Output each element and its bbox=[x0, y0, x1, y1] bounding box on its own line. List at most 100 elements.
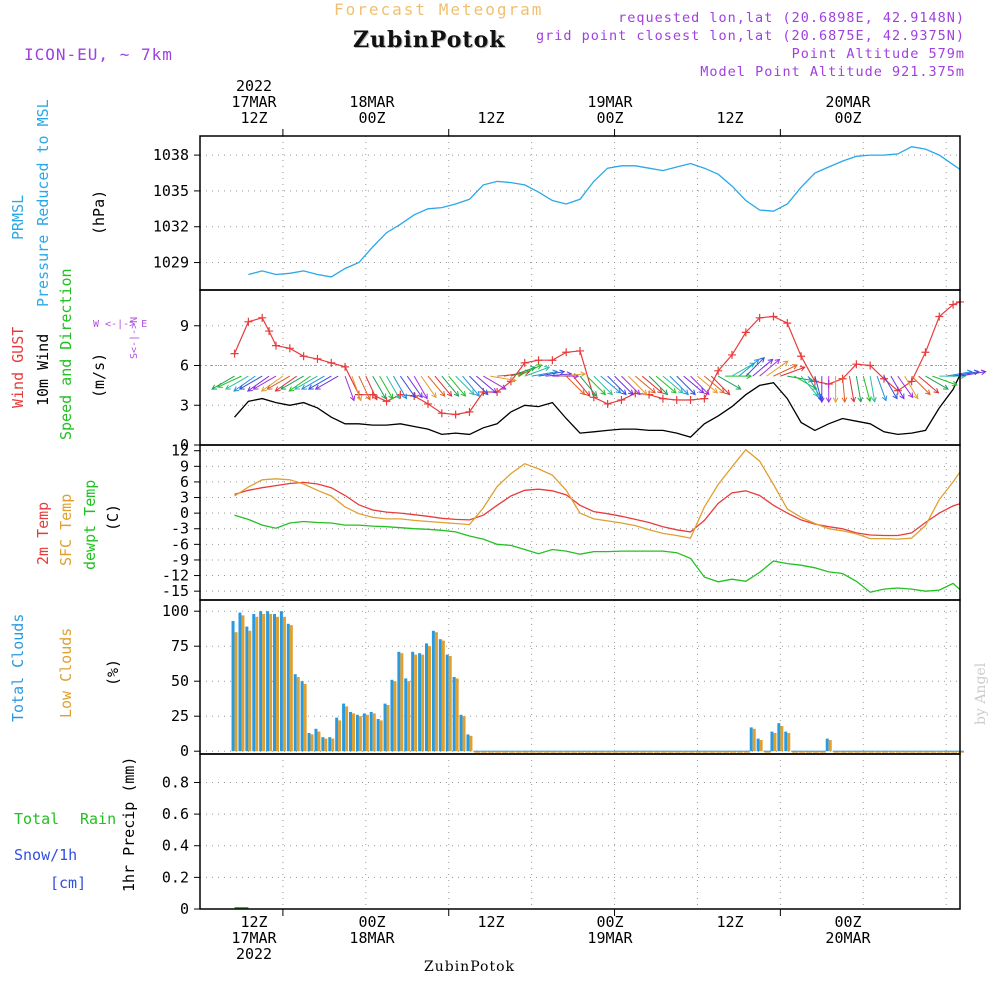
wind-arrow bbox=[897, 375, 914, 398]
low-cloud-bar bbox=[269, 614, 273, 752]
total-cloud-bar bbox=[383, 703, 387, 752]
wind-arrow bbox=[427, 375, 446, 397]
wind-arrow bbox=[315, 375, 339, 390]
wind-arrow bbox=[904, 375, 919, 399]
low-cloud-bar bbox=[787, 733, 791, 752]
wind-arrow-head bbox=[381, 393, 387, 400]
wind-arrow bbox=[448, 375, 466, 397]
wind-arrow bbox=[731, 362, 755, 377]
wind-arrow bbox=[918, 375, 939, 394]
wind-arrow-head bbox=[951, 380, 958, 387]
low-cloud-bar bbox=[407, 681, 411, 752]
wind-arrow-head bbox=[431, 392, 437, 399]
wind-arrow-head bbox=[662, 389, 669, 396]
low-cloud-bar bbox=[434, 632, 438, 752]
total-cloud-bar bbox=[756, 738, 760, 752]
wind-arrow bbox=[247, 375, 270, 392]
wind-arrow-head bbox=[422, 393, 428, 400]
wind-arrow bbox=[683, 375, 704, 394]
gust-marker bbox=[866, 361, 875, 370]
wind-arrow-head bbox=[871, 396, 877, 403]
precip-axis-tick-label: 0.6 bbox=[162, 805, 189, 823]
wind-arrow bbox=[399, 375, 416, 398]
low-cloud-bar bbox=[331, 738, 335, 752]
sfc-temp-line bbox=[234, 448, 961, 540]
gust-marker bbox=[797, 352, 806, 361]
wind-arrow bbox=[814, 375, 823, 402]
low-cloud-bar bbox=[379, 720, 383, 752]
wind-arrow-head bbox=[460, 391, 467, 397]
product-title: Forecast Meteogram bbox=[334, 0, 544, 19]
wind-arrow-head bbox=[607, 389, 613, 396]
temp-axis-tick-label: 3 bbox=[180, 489, 189, 507]
low-cloud-bar bbox=[282, 616, 286, 752]
wind-arrow bbox=[586, 375, 606, 395]
footer-location: ZubinPotok bbox=[424, 959, 516, 975]
wind-arrow-head bbox=[818, 397, 825, 404]
wind-arrow bbox=[807, 375, 822, 399]
panel-frame-1 bbox=[199, 289, 961, 446]
wind-arrow-head bbox=[439, 391, 446, 397]
wind-arrow bbox=[379, 375, 394, 399]
wind-arrow bbox=[406, 375, 423, 398]
total-cloud-bar bbox=[425, 643, 428, 752]
total-cloud-bar bbox=[362, 713, 366, 752]
low-cloud-bar bbox=[365, 714, 369, 752]
wind-arrow bbox=[842, 376, 846, 403]
wind-arrow-head bbox=[544, 365, 551, 372]
wind-arrow-head bbox=[482, 389, 489, 396]
temp-axis-tick-label: -6 bbox=[171, 535, 189, 553]
low-cloud-bar bbox=[248, 630, 252, 752]
total-cloud-bar bbox=[314, 728, 318, 752]
low-cloud-bar bbox=[296, 677, 300, 752]
wind-arrow-head bbox=[712, 387, 719, 394]
total-cloud-bar bbox=[784, 731, 788, 752]
low-cloud-bar bbox=[255, 616, 259, 752]
wind-arrow-head bbox=[307, 384, 314, 390]
precip-axis-tick-label: 0.4 bbox=[162, 837, 189, 855]
gust-marker bbox=[783, 319, 792, 328]
wind-arrow-head bbox=[372, 394, 378, 401]
panel-frame-0 bbox=[199, 135, 961, 291]
total-cloud-bar bbox=[279, 611, 283, 752]
wind-arrow bbox=[476, 375, 497, 394]
gust-marker bbox=[714, 366, 723, 375]
gust-marker bbox=[658, 394, 667, 403]
point-altitude: Point Altitude 579m bbox=[791, 46, 965, 62]
wind-arrow bbox=[483, 375, 507, 390]
wind-arrow bbox=[766, 360, 789, 377]
wind-arrow bbox=[510, 366, 536, 377]
wind-arrow-head bbox=[634, 389, 641, 396]
wind-arrow-head bbox=[530, 365, 537, 372]
wind-arrow-head bbox=[782, 360, 789, 366]
low-cloud-bar bbox=[441, 640, 445, 752]
wind-arrow-head bbox=[238, 384, 245, 390]
cloud-axis-tick-label: 25 bbox=[171, 707, 189, 725]
total-cloud-bar bbox=[300, 681, 304, 752]
total-cloud-bar bbox=[245, 626, 249, 752]
wind-arrow-head bbox=[453, 391, 460, 397]
requested-coords: requested lon,lat (20.6898E, 42.9148N) bbox=[618, 10, 965, 26]
wind-arrow bbox=[217, 375, 242, 388]
bottom-tick-0: 12Z 17MAR 2022 bbox=[231, 913, 277, 963]
wind-arrow bbox=[434, 375, 453, 397]
wind-arrow-head bbox=[925, 389, 931, 396]
low-cloud-bar bbox=[289, 625, 293, 752]
wind-arrow-head bbox=[753, 358, 760, 365]
top-tick-5: 20MAR 00Z bbox=[825, 93, 871, 127]
wind-arrow bbox=[413, 375, 428, 399]
wind-arrow-head bbox=[670, 387, 677, 394]
gust-marker bbox=[382, 397, 391, 406]
total-cloud-bar bbox=[293, 674, 297, 752]
wind-arrow bbox=[308, 375, 332, 390]
top-tick-3: 19MAR 00Z bbox=[587, 93, 633, 127]
total-cloud-bar bbox=[273, 614, 276, 752]
wind-arrow bbox=[267, 375, 291, 390]
wind-arrow-head bbox=[417, 392, 423, 399]
wind-arrow-head bbox=[677, 387, 684, 394]
total-cloud-bar bbox=[459, 714, 463, 752]
temp2m-line bbox=[234, 481, 961, 537]
total-cloud-bar bbox=[335, 717, 339, 752]
wind-arrow bbox=[565, 375, 585, 395]
